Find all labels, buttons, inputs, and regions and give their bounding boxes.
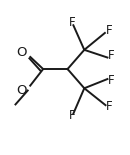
Text: F: F [108,74,114,87]
Text: F: F [106,100,113,113]
Text: F: F [69,16,76,29]
Text: F: F [106,24,112,37]
Text: O: O [16,84,27,97]
Text: O: O [17,46,27,59]
Text: F: F [69,109,76,122]
Text: F: F [108,49,114,62]
